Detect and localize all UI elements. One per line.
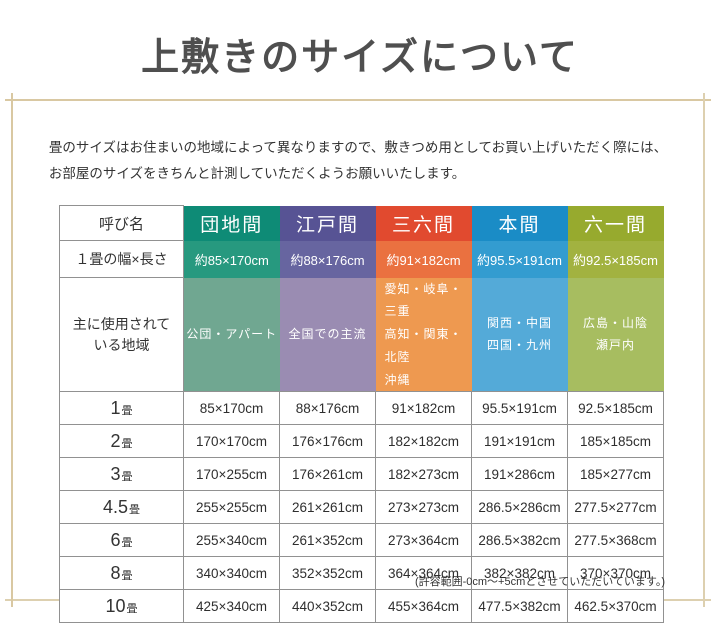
mat-count: 2 [110,430,121,451]
region-cell: 全国での主流 [279,277,376,392]
size-cell: 91×182cm [375,391,472,426]
content-frame: 畳のサイズはお住まいの地域によって異なりますので、敷きつめ用としてお買い上げいた… [5,93,711,623]
size-cell: 255×255cm [183,490,280,525]
intro-text: 畳のサイズはお住まいの地域によって異なりますので、敷きつめ用としてお買い上げいた… [48,140,668,182]
size-cell: 170×170cm [183,424,280,459]
size-cell: 191×286cm [471,457,568,492]
size-cell: 352×352cm [279,556,376,591]
mat-count-cell: 1畳 [59,391,184,426]
column-header-danchima: 団地間 [183,205,280,241]
size-cell: 92.5×185cm [567,391,664,426]
mat-unit: 畳 [121,404,133,417]
mat-unit: 畳 [126,602,138,615]
region-row: 主に使用されて いる地域 公団・アパート 全国での主流 愛知・岐阜・三重 高知・… [59,276,664,393]
table-row: 8畳 340×340cm 352×352cm 364×364cm 382×382… [59,556,664,591]
mat-count: 4.5 [102,496,129,517]
width-cell: 約92.5×185cm [567,240,664,278]
page-title: 上敷きのサイズについて [141,37,579,79]
width-row: １畳の幅×長さ 約85×170cm 約88×176cm 約91×182cm 約9… [59,240,664,278]
frame-border-left [11,93,13,607]
size-cell: 170×255cm [183,457,280,492]
size-cell: 286.5×382cm [471,523,568,558]
mat-unit: 畳 [129,503,141,516]
size-cell: 425×340cm [183,589,280,623]
mat-count: 6 [110,529,121,550]
tatami-size-table: 呼び名 団地間 江戸間 三六間 本間 六一間 １畳の幅×長さ 約85×170cm… [59,205,664,623]
size-cell: 440×352cm [279,589,376,623]
table-row: 4.5畳 255×255cm 261×261cm 273×273cm 286.5… [59,490,664,525]
mat-count-cell: 2畳 [59,424,184,459]
size-cell: 176×261cm [279,457,376,492]
size-cell: 277.5×368cm [567,523,664,558]
size-cell: 95.5×191cm [471,391,568,426]
size-cell: 462.5×370cm [567,589,664,623]
size-cell: 286.5×286cm [471,490,568,525]
size-cell: 255×340cm [183,523,280,558]
size-cell: 88×176cm [279,391,376,426]
region-cell: 関西・中国 四国・九州 [471,277,568,392]
size-cell: 382×382cm [471,556,568,591]
column-header-edoma: 江戸間 [279,205,376,241]
mat-unit: 畳 [121,437,133,450]
corner-header-cell: 呼び名 [59,205,184,241]
mat-unit: 畳 [121,569,133,582]
width-cell: 約85×170cm [183,240,280,278]
region-row-label: 主に使用されて いる地域 [59,276,184,393]
mat-count: 10 [105,595,126,616]
column-header-rokuichima: 六一間 [567,205,664,241]
size-cell: 176×176cm [279,424,376,459]
size-cell: 185×185cm [567,424,664,459]
tolerance-note: (許容範囲-0cm～+5cmとさせていただいています。) [414,576,665,588]
size-cell: 261×352cm [279,523,376,558]
size-cell: 340×340cm [183,556,280,591]
table-header-row: 呼び名 団地間 江戸間 三六間 本間 六一間 [59,205,664,241]
width-row-label: １畳の幅×長さ [59,240,184,278]
frame-border-right [703,93,705,607]
size-cell: 191×191cm [471,424,568,459]
width-cell: 約88×176cm [279,240,376,278]
column-header-sanrokuma: 三六間 [375,205,472,241]
size-cell: 273×364cm [375,523,472,558]
size-cell: 370×370cm [567,556,664,591]
mat-count-cell: 8畳 [59,556,184,591]
column-header-honma: 本間 [471,205,568,241]
size-cell: 455×364cm [375,589,472,623]
mat-unit: 畳 [121,470,133,483]
table-row: 6畳 255×340cm 261×352cm 273×364cm 286.5×3… [59,523,664,558]
table-row: 3畳 170×255cm 176×261cm 182×273cm 191×286… [59,457,664,492]
mat-count-cell: 10畳 [59,589,184,623]
width-cell: 約95.5×191cm [471,240,568,278]
size-cell: 85×170cm [183,391,280,426]
size-cell: 273×273cm [375,490,472,525]
region-cell: 愛知・岐阜・三重 高知・関東・北陸 沖縄 [375,277,472,392]
mat-count-cell: 4.5畳 [59,490,184,525]
mat-unit: 畳 [121,536,133,549]
size-cell: 364×364cm [375,556,472,591]
size-cell: 277.5×277cm [567,490,664,525]
size-cell: 182×182cm [375,424,472,459]
table-row: 10畳 425×340cm 440×352cm 455×364cm 477.5×… [59,589,664,623]
size-cell: 185×277cm [567,457,664,492]
mat-count-cell: 3畳 [59,457,184,492]
mat-count-cell: 6畳 [59,523,184,558]
size-cell: 182×273cm [375,457,472,492]
size-cell: 477.5×382cm [471,589,568,623]
table-row: 1畳 85×170cm 88×176cm 91×182cm 95.5×191cm… [59,391,664,426]
size-cell: 261×261cm [279,490,376,525]
region-cell: 公団・アパート [183,277,280,392]
frame-border-top [5,99,711,101]
table-row: 2畳 170×170cm 176×176cm 182×182cm 191×191… [59,424,664,459]
mat-count: 1 [110,397,121,418]
mat-count: 3 [110,463,121,484]
intro-section: 畳のサイズはお住まいの地域によって異なりますので、敷きつめ用としてお買い上げいた… [11,135,705,188]
width-cell: 約91×182cm [375,240,472,278]
region-cell: 広島・山陰 瀬戸内 [567,277,664,392]
mat-count: 8 [110,562,121,583]
